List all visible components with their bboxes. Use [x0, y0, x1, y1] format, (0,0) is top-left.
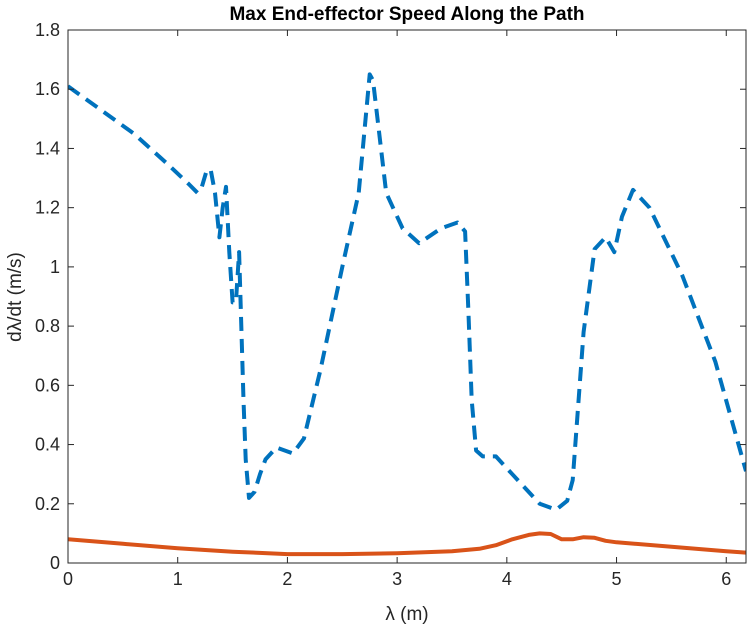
x-tick-label: 4: [502, 569, 512, 589]
x-axis: 0 1 2 3 4 5 6: [63, 30, 731, 589]
x-tick-label: 5: [612, 569, 622, 589]
x-axis-label: λ (m): [385, 604, 428, 625]
y-tick-label: 1.2: [35, 198, 60, 218]
chart-title: Max End-effector Speed Along the Path: [229, 4, 584, 25]
y-tick-label: 0.6: [35, 375, 60, 395]
x-tick-label: 6: [721, 569, 731, 589]
y-tick-label: 0.8: [35, 316, 60, 336]
series-layer: [68, 72, 746, 557]
y-tick-label: 0.2: [35, 494, 60, 514]
x-tick-label: 1: [173, 569, 183, 589]
y-axis-label: dλ/dt (m/s): [5, 252, 26, 342]
y-tick-label: 1.6: [35, 79, 60, 99]
x-tick-label: 0: [63, 569, 73, 589]
y-tick-label: 1.8: [35, 20, 60, 40]
x-tick-label: 2: [282, 569, 292, 589]
series-line-dashed: [68, 72, 746, 512]
y-axis: 0 0.2 0.4 0.6 0.8 1 1.2 1.4 1.6 1.8: [35, 20, 746, 573]
y-tick-label: 1.4: [35, 138, 60, 158]
y-tick-label: 0.4: [35, 435, 60, 455]
series-line-solid: [68, 531, 746, 557]
y-tick-label: 0: [50, 553, 60, 573]
x-tick-label: 3: [392, 569, 402, 589]
y-tick-label: 1: [50, 257, 60, 277]
plot-frame: [67, 29, 747, 564]
